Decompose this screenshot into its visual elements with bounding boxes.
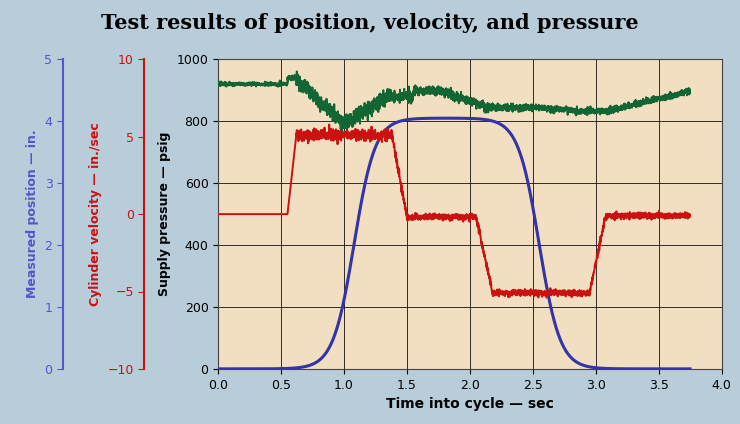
Y-axis label: Supply pressure — psig: Supply pressure — psig <box>158 132 171 296</box>
Y-axis label: Measured position — in.: Measured position — in. <box>26 130 39 298</box>
X-axis label: Time into cycle — sec: Time into cycle — sec <box>386 397 554 411</box>
Text: Test results of position, velocity, and pressure: Test results of position, velocity, and … <box>101 13 639 33</box>
Y-axis label: Cylinder velocity — in./sec: Cylinder velocity — in./sec <box>89 122 102 306</box>
